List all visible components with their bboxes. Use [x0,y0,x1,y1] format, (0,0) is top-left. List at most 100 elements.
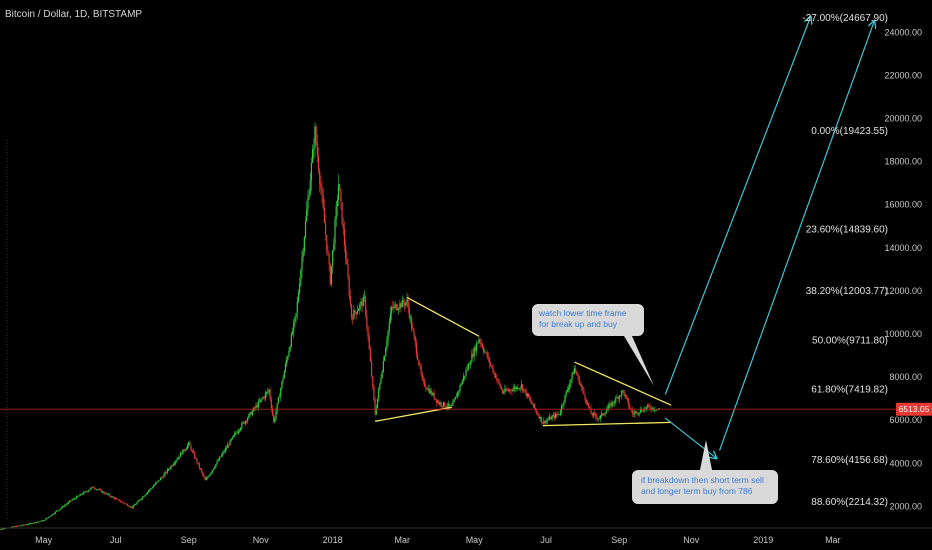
candle-body [203,475,205,478]
candle-body [336,200,338,207]
candle-body [159,478,162,481]
candle-body [97,489,99,491]
candle-body [113,497,116,499]
candle-body [221,454,223,457]
candle-body [118,499,120,502]
candle-body [33,522,35,524]
candle-body [396,309,399,311]
candle-body [490,363,492,366]
candle-body [98,489,100,491]
candle-body [362,296,364,307]
candle-body [45,518,47,521]
candle-body [349,295,351,305]
candle-body [268,389,270,392]
candle-body [542,422,544,424]
candle-body [526,393,528,396]
candle-body [163,474,165,478]
candle-body [291,331,294,334]
candle-body [236,432,238,434]
candle-body [99,489,101,491]
candle-body [496,378,498,380]
candle-body [464,375,466,377]
candle-body [514,387,517,390]
note-breakdown-line1: if breakdown then short term sell [641,475,764,485]
candle-body [222,452,224,455]
candle-body [394,304,396,306]
candle-body [293,322,295,332]
candle-body [48,516,51,518]
candle-body [267,391,269,393]
candle-body [573,368,576,375]
candle-body [324,222,327,235]
candle-body [487,357,489,359]
candle-body [631,410,633,414]
candle-body [413,330,415,337]
candle-body [135,504,137,506]
fib-level-label: 78.60%(4156.68) [811,455,888,466]
candle-body [433,393,435,399]
candle-body [425,386,427,389]
candle-body [656,409,658,411]
candle-body [457,391,459,397]
candle-body [315,126,317,144]
candle-body [363,296,366,298]
candle-body [361,301,363,307]
y-tick-label: 18000.00 [884,157,922,167]
note-breakup[interactable]: watch lower time frame for break up and … [532,304,654,386]
candle-body [540,417,543,423]
candle-body [590,408,592,415]
candle-body [202,472,204,476]
candle-body [467,364,469,370]
candle-body [375,408,377,415]
candle-body [412,328,414,331]
candle-body [572,372,574,375]
candle-body [444,402,446,407]
candle-body [92,486,94,488]
candle-body [310,162,313,181]
candle-body [250,412,252,415]
candle-body [575,368,577,372]
candle-body [132,505,134,509]
candle-body [157,480,159,482]
candle-body [161,477,163,479]
candle-body [580,384,583,388]
candle-body [165,472,167,473]
candle-body [183,449,185,451]
candle-body [422,378,425,381]
candle-body [120,501,123,503]
candle-body [230,439,232,441]
candle-body [549,416,551,420]
candle-body [625,395,627,398]
candle-body [127,505,130,507]
candle-body [492,367,494,373]
candle-body [545,420,547,424]
candle-body [591,414,593,416]
candle-body [530,399,532,403]
candle-body [240,428,242,431]
candle-body [216,461,218,465]
candle-body [197,463,199,464]
candle-body [354,310,356,313]
candle-body [638,412,640,414]
candle-body [615,397,617,403]
candle-body [498,379,500,384]
candle-body [281,381,283,389]
candle-body [506,390,508,391]
candle-body [635,411,637,413]
candle-body [76,496,78,499]
candle-body [56,510,58,512]
candle-body [117,498,119,500]
candle-body [373,386,375,400]
candle-body [636,411,638,415]
y-tick-label: 10000.00 [884,329,922,339]
candle-body [81,494,84,495]
candle-body [191,450,193,452]
candle-body [347,264,349,279]
candle-body [440,402,442,406]
candle-body [149,489,151,491]
time-axis[interactable]: May Jul Sep Nov 2018 Mar May Jul Sep Nov 2019 Mar [0,527,932,545]
candle-body [588,402,590,407]
price-axis[interactable]: 2000.00 4000.00 6000.00 8000.00 10000.00 1200… [884,27,922,511]
note-breakdown[interactable]: if breakdown then short term sell and lo… [632,440,778,504]
